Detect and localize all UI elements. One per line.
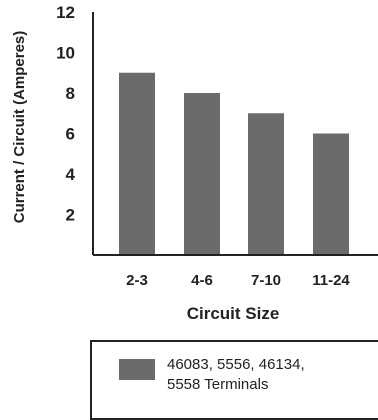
y-tick-label-8: 8 (66, 84, 75, 103)
legend-label: 46083, 5556, 46134, 5558 Terminals (167, 355, 367, 395)
y-tick-label-6: 6 (66, 125, 75, 144)
x-tick-label-7-10: 7-10 (251, 272, 281, 289)
bar-7-10 (248, 113, 284, 255)
y-tick-label-10: 10 (56, 44, 75, 63)
y-axis-title: Current / Circuit (Amperes) (11, 31, 28, 224)
bar-chart: 2 4 6 8 10 12 2-3 4-6 7-10 11-24 Circuit Size Cu… (11, 3, 378, 323)
legend-swatch (119, 359, 155, 380)
x-tick-label-11-24: 11-24 (312, 272, 350, 289)
bars (119, 72, 349, 255)
legend-label-line-2: 5558 Terminals (167, 376, 269, 393)
bar-4-6 (184, 93, 220, 255)
y-tick-label-12: 12 (56, 3, 75, 22)
legend: 46083, 5556, 46134, 5558 Terminals (90, 340, 378, 420)
bar-11-24 (313, 133, 349, 255)
x-tick-label-2-3: 2-3 (126, 272, 148, 289)
x-tick-label-4-6: 4-6 (191, 272, 213, 289)
x-axis-title: Circuit Size (187, 304, 280, 323)
y-tick-labels: 2 4 6 8 10 12 (56, 3, 75, 225)
y-tick-label-2: 2 (66, 206, 75, 225)
x-tick-labels: 2-3 4-6 7-10 11-24 (126, 272, 350, 289)
bar-2-3 (119, 72, 155, 255)
y-tick-label-4: 4 (66, 165, 76, 184)
legend-label-line-1: 46083, 5556, 46134, (167, 356, 305, 373)
